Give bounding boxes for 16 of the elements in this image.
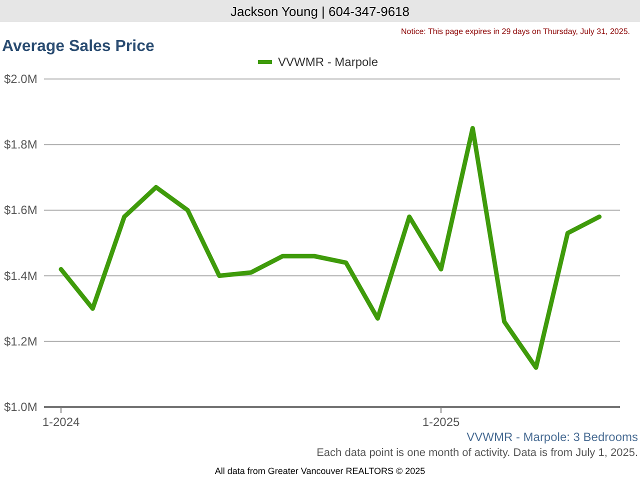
y-tick-label: $1.2M — [4, 334, 38, 348]
line-series — [58, 126, 602, 370]
chart-title: Average Sales Price — [2, 38, 154, 55]
x-tick-label: 1-2024 — [42, 415, 80, 429]
legend-label: VVWMR - Marpole — [278, 55, 378, 69]
y-tick-label: $1.8M — [4, 138, 38, 152]
y-tick-label: $1.4M — [4, 268, 38, 283]
text: Each data point is one month of activity. Data is from July 1, 2025. — [316, 447, 638, 459]
text: Notice: This page expires in 29 days on Thursday, July 31, 2025. — [400, 27, 630, 36]
y-tick-label: $1.0M — [4, 400, 38, 414]
text: All data from Greater Vancouver REALTORS © 2025 — [214, 466, 426, 476]
text: VVWMR - Marpole: 3 Bedrooms — [466, 430, 638, 444]
y-tick-label: $1.6M — [4, 203, 38, 218]
text: Jackson Young | 604-347-9618 — [230, 4, 410, 19]
x-tick-label: 1-2025 — [422, 415, 460, 429]
y-tick-label: $2.0M — [4, 72, 38, 86]
